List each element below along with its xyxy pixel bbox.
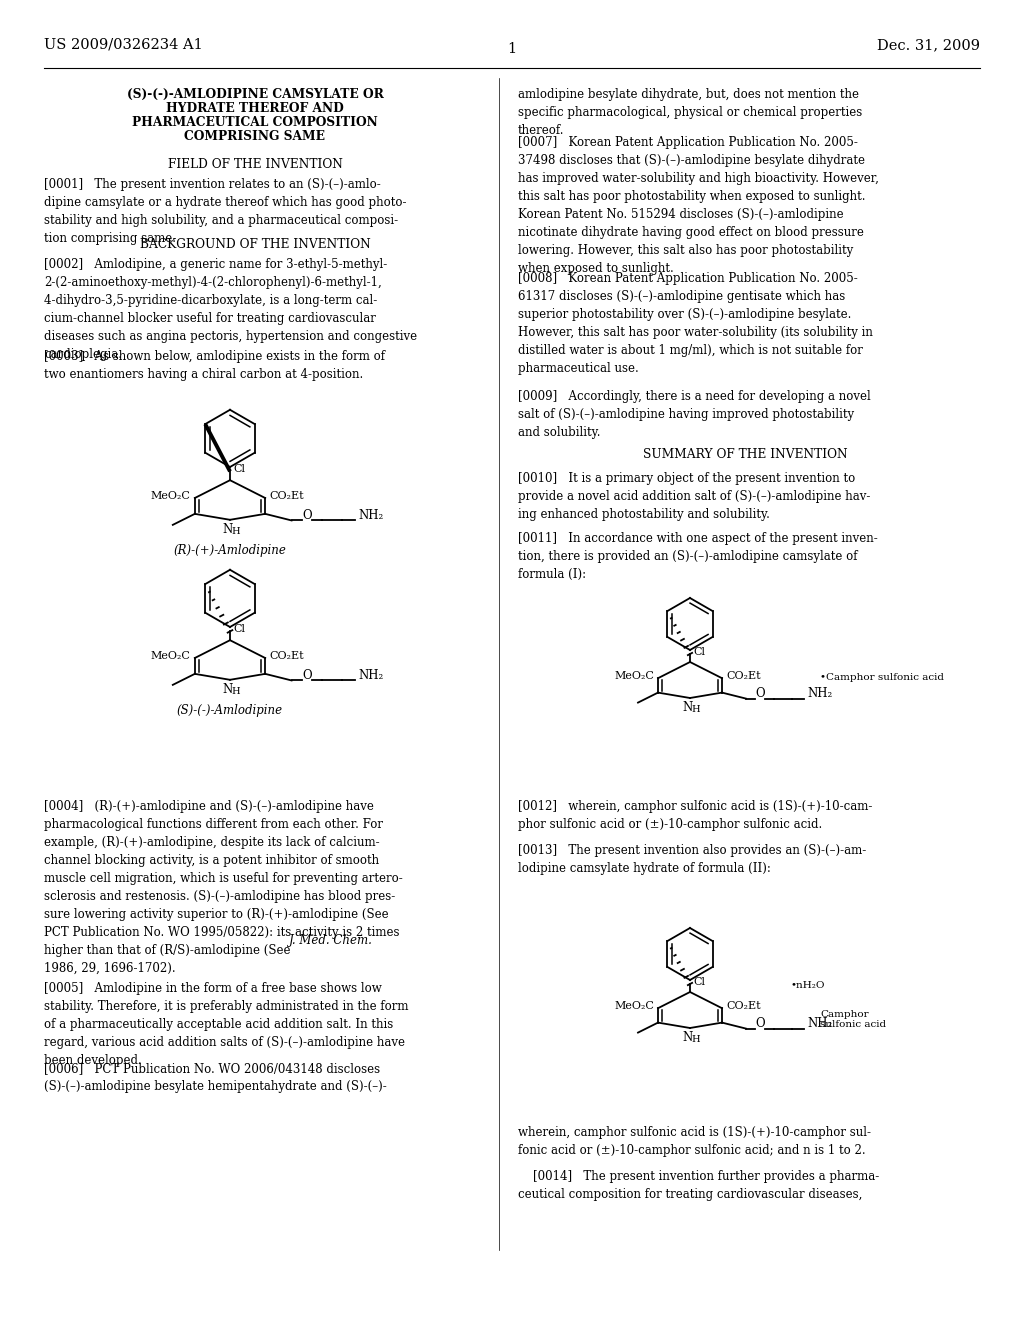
Text: N: N [683,1031,693,1044]
Text: Cl: Cl [233,465,245,474]
Text: wherein, camphor sulfonic acid is (1S)-(+)-10-camphor sul-
fonic acid or (±)-10-: wherein, camphor sulfonic acid is (1S)-(… [518,1126,871,1158]
Text: COMPRISING SAME: COMPRISING SAME [184,129,326,143]
Text: [0007]   Korean Patent Application Publication No. 2005-
37498 discloses that (S: [0007] Korean Patent Application Publica… [518,136,879,275]
Text: [0013]   The present invention also provides an (S)-(–)-am-
lodipine camsylate h: [0013] The present invention also provid… [518,843,866,875]
Text: O: O [755,688,765,700]
Text: H: H [231,686,241,696]
Text: J. Med. Chem.: J. Med. Chem. [289,935,373,946]
Text: [0004]   (R)-(+)-amlodipine and (S)-(–)-amlodipine have
pharmacological function: [0004] (R)-(+)-amlodipine and (S)-(–)-am… [44,800,402,975]
Text: [0002]   Amlodipine, a generic name for 3-ethyl-5-methyl-
2-(2-aminoethoxy-methy: [0002] Amlodipine, a generic name for 3-… [44,257,417,360]
Text: •Camphor sulfonic acid: •Camphor sulfonic acid [820,673,944,682]
Text: Dec. 31, 2009: Dec. 31, 2009 [877,38,980,51]
Text: [0005]   Amlodipine in the form of a free base shows low
stability. Therefore, i: [0005] Amlodipine in the form of a free … [44,982,409,1067]
Text: NH₂: NH₂ [358,510,384,521]
Text: [0009]   Accordingly, there is a need for developing a novel
salt of (S)-(–)-aml: [0009] Accordingly, there is a need for … [518,389,870,440]
Text: [0003]   As shown below, amlodipine exists in the form of
two enantiomers having: [0003] As shown below, amlodipine exists… [44,350,385,381]
Text: [0011]   In accordance with one aspect of the present inven-
tion, there is prov: [0011] In accordance with one aspect of … [518,532,878,581]
Text: SUMMARY OF THE INVENTION: SUMMARY OF THE INVENTION [643,447,847,461]
Text: O: O [302,510,312,521]
Text: (R)-(+)-Amlodipine: (R)-(+)-Amlodipine [173,544,287,557]
Text: MeO₂C: MeO₂C [151,491,190,502]
Text: H: H [691,705,700,714]
Text: (S)-(-)-AMLODIPINE CAMSYLATE OR: (S)-(-)-AMLODIPINE CAMSYLATE OR [127,88,383,102]
Text: [0010]   It is a primary object of the present invention to
provide a novel acid: [0010] It is a primary object of the pre… [518,473,870,521]
Text: MeO₂C: MeO₂C [151,651,190,661]
Text: H: H [691,1035,700,1044]
Text: Cl: Cl [693,647,705,657]
Text: CO₂Et: CO₂Et [726,671,761,681]
Text: NH₂: NH₂ [358,669,384,682]
Text: NH₂: NH₂ [807,1018,833,1030]
Text: O: O [302,669,312,682]
Text: MeO₂C: MeO₂C [614,1001,654,1011]
Text: MeO₂C: MeO₂C [614,671,654,681]
Text: [0006]   PCT Publication No. WO 2006/043148 discloses
(S)-(–)-amlodipine besylat: [0006] PCT Publication No. WO 2006/04314… [44,1063,387,1093]
Text: H: H [231,527,241,536]
Text: US 2009/0326234 A1: US 2009/0326234 A1 [44,38,203,51]
Text: CO₂Et: CO₂Et [726,1001,761,1011]
Text: (S)-(-)-Amlodipine: (S)-(-)-Amlodipine [177,704,283,717]
Text: NH₂: NH₂ [807,688,833,700]
Text: 1: 1 [508,42,516,55]
Text: Cl: Cl [693,977,705,987]
Text: Camphor
sulfonic acid: Camphor sulfonic acid [820,1010,886,1030]
Text: [0001]   The present invention relates to an (S)-(–)-amlo-
dipine camsylate or a: [0001] The present invention relates to … [44,178,407,246]
Text: PHARMACEUTICAL COMPOSITION: PHARMACEUTICAL COMPOSITION [132,116,378,129]
Text: CO₂Et: CO₂Et [269,491,304,502]
Text: [0012]   wherein, camphor sulfonic acid is (1S)-(+)-10-cam-
phor sulfonic acid o: [0012] wherein, camphor sulfonic acid is… [518,800,872,832]
Text: O: O [755,1018,765,1030]
Text: [0008]   Korean Patent Application Publication No. 2005-
61317 discloses (S)-(–): [0008] Korean Patent Application Publica… [518,272,872,375]
Text: HYDRATE THEREOF AND: HYDRATE THEREOF AND [166,102,344,115]
Text: Cl: Cl [233,624,245,634]
Text: N: N [683,701,693,714]
Text: CO₂Et: CO₂Et [269,651,304,661]
Text: FIELD OF THE INVENTION: FIELD OF THE INVENTION [168,158,342,172]
Text: BACKGROUND OF THE INVENTION: BACKGROUND OF THE INVENTION [139,238,371,251]
Text: N: N [223,682,233,696]
Text: [0014]   The present invention further provides a pharma-
ceutical composition f: [0014] The present invention further pro… [518,1170,880,1201]
Text: N: N [223,523,233,536]
Text: amlodipine besylate dihydrate, but, does not mention the
specific pharmacologica: amlodipine besylate dihydrate, but, does… [518,88,862,137]
Text: •nH₂O: •nH₂O [790,981,824,990]
